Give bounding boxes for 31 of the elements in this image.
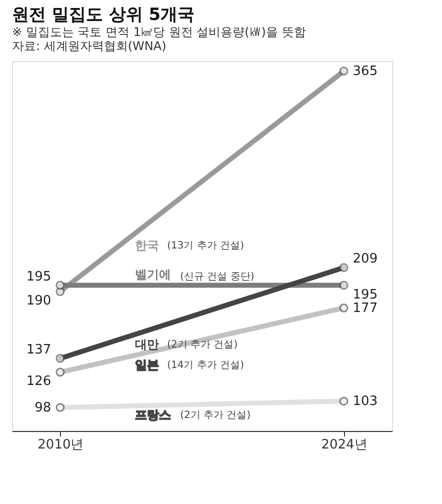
data-label: 190 <box>26 294 52 309</box>
x-tick-label: 2024년 <box>321 438 368 452</box>
annotation: (14기 추가 건설) <box>167 360 244 372</box>
data-label: 177 <box>352 300 378 316</box>
series-label: 벨기에 <box>135 267 172 282</box>
series-label: 일본 <box>135 358 160 372</box>
point <box>339 263 348 272</box>
point <box>56 280 65 290</box>
data-label: 195 <box>26 269 52 284</box>
data-label: 195 <box>352 287 378 302</box>
data-label: 98 <box>34 400 52 416</box>
chart-subtitle: ※ 밀집도는 국토 면적 1㎢당 원전 설비용량(㎾)을 뜻함 <box>12 25 306 39</box>
point <box>339 396 348 406</box>
text: (2기 추가 건설) <box>180 410 251 421</box>
series-label: 프랑스 <box>135 408 172 422</box>
annotation: (2기 추가 건설) <box>167 340 238 351</box>
chart-title: 원전 밀집도 상위 5개국 <box>12 5 195 25</box>
point <box>56 354 65 363</box>
data-label: 365 <box>352 64 378 80</box>
series-label: 대만 <box>135 338 160 352</box>
point <box>56 403 65 412</box>
data-label: 137 <box>26 342 52 358</box>
point <box>339 280 348 290</box>
text: 자료: 세계원자력협회(WNA) <box>12 39 166 53</box>
annotation: (13기 추가 건설) <box>167 240 244 252</box>
data-label: 126 <box>26 374 52 390</box>
data-label: 103 <box>352 394 378 410</box>
data-label: 209 <box>352 252 378 267</box>
x-tick-label: 2010년 <box>38 438 84 452</box>
series-label: 한국 <box>135 238 160 252</box>
annotation: (신규 건설 중단) <box>180 271 254 282</box>
